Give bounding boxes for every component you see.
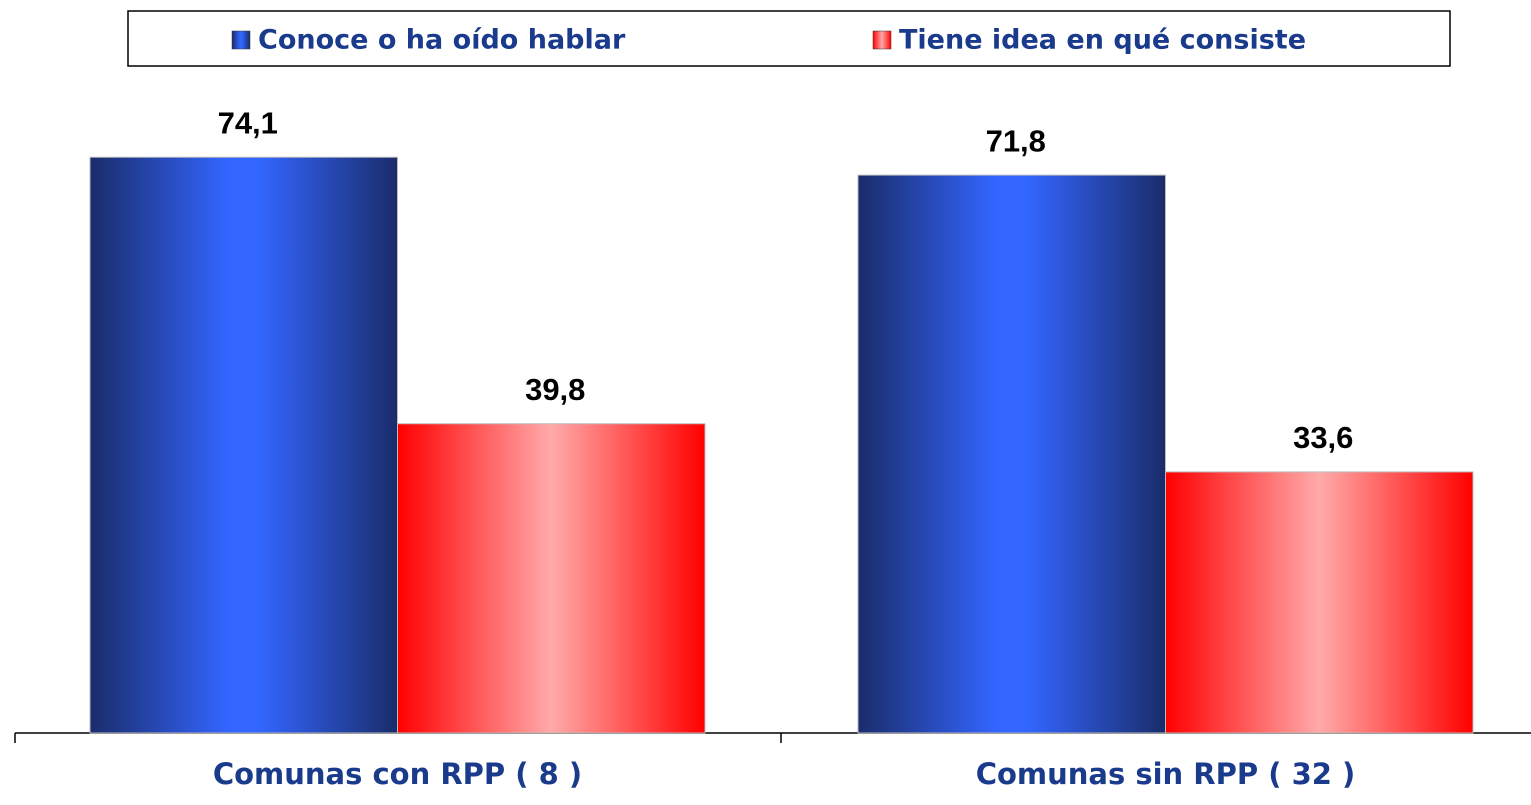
value-label: 74,1 <box>218 105 278 140</box>
x-tick-label: Comunas sin RPP ( 32 ) <box>976 757 1356 791</box>
x-tick-label: Comunas con RPP ( 8 ) <box>213 757 582 791</box>
value-label: 33,6 <box>1293 420 1353 455</box>
bar <box>89 156 398 734</box>
value-label: 71,8 <box>986 123 1046 158</box>
legend-box <box>127 10 1451 67</box>
bar <box>397 423 706 734</box>
legend-label: Tiene idea en qué consiste <box>899 25 1306 56</box>
value-label: 39,8 <box>525 372 585 407</box>
legend-swatch <box>231 30 251 50</box>
bar <box>857 174 1166 734</box>
legend-label: Conoce o ha oído hablar <box>258 25 626 56</box>
bar <box>1165 471 1474 734</box>
legend-swatch <box>872 30 892 50</box>
